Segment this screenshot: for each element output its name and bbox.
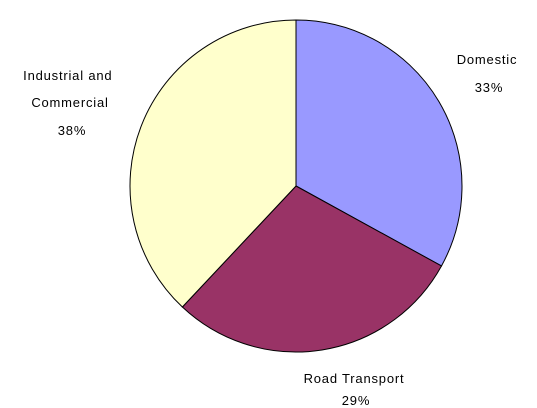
slice-label-domestic: Domestic: [457, 52, 518, 67]
pie-slice-industrial-and-commercial: [129, 19, 297, 308]
slice-label-industrial-commercial: Industrial and Commercial: [23, 68, 117, 110]
slice-value-industrial-commercial: 38%: [58, 123, 86, 138]
pie-slices: [129, 19, 463, 353]
slice-label-industrial-line1: Industrial and: [23, 68, 112, 83]
slice-label-road-transport: Road Transport: [304, 371, 405, 386]
slice-value-domestic: 33%: [475, 80, 503, 95]
slice-label-industrial-line2: Commercial: [31, 95, 108, 110]
pie-slice-domestic: [295, 19, 463, 267]
pie-slice-road-transport: [181, 185, 443, 353]
slice-value-road-transport: 29%: [342, 393, 370, 408]
